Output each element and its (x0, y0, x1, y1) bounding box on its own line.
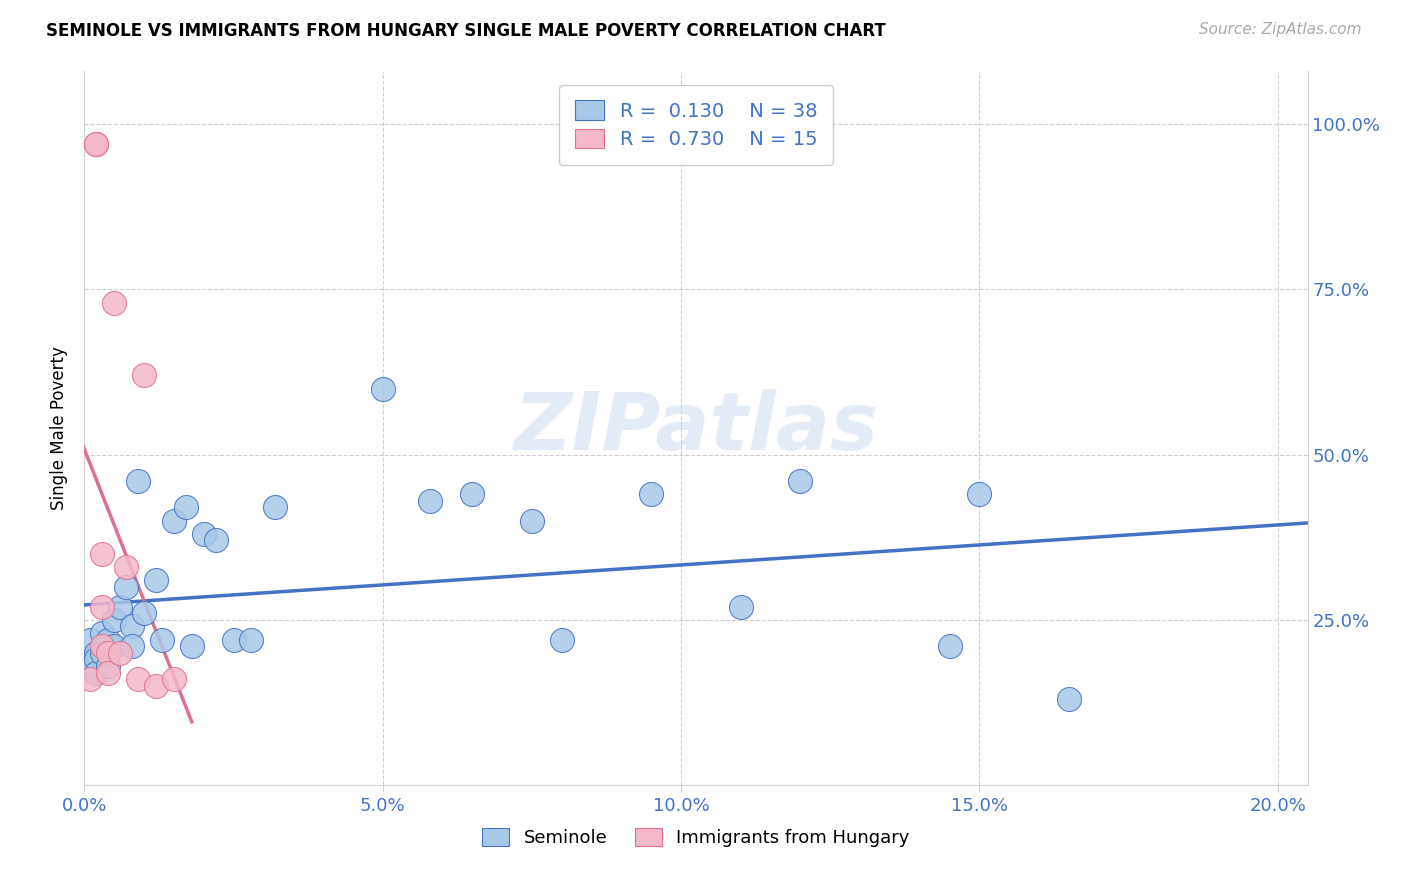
Point (91, 646, 114, 660)
Point (150, 632, 173, 647)
Point (127, 672, 149, 686)
Point (222, 632, 245, 647)
Point (145, 679, 167, 693)
Point (264, 500, 287, 515)
Point (103, 639, 125, 653)
Point (121, 639, 143, 653)
Point (520, 514, 543, 528)
Point (79, 632, 101, 647)
Point (115, 560, 138, 574)
Point (1057, 692, 1080, 706)
Point (91, 639, 114, 653)
Point (91, 599, 114, 614)
Text: Source: ZipAtlas.com: Source: ZipAtlas.com (1198, 22, 1361, 37)
Point (938, 639, 960, 653)
Point (163, 672, 186, 686)
Point (103, 295, 125, 310)
Point (97, 665, 120, 680)
Point (240, 632, 263, 647)
Point (91, 547, 114, 561)
Point (371, 382, 394, 396)
Point (132, 368, 155, 383)
Point (84, 652, 107, 666)
Point (84, 136, 107, 151)
Point (132, 606, 155, 620)
Point (174, 500, 197, 515)
Point (97, 659, 120, 673)
Point (789, 474, 811, 488)
Text: ZIPatlas: ZIPatlas (513, 389, 879, 467)
Point (97, 646, 120, 660)
Point (84, 665, 107, 680)
Point (84, 136, 107, 151)
Point (163, 514, 186, 528)
Point (730, 599, 752, 614)
Point (145, 573, 167, 587)
Legend: Seminole, Immigrants from Hungary: Seminole, Immigrants from Hungary (475, 821, 917, 855)
Point (108, 646, 131, 660)
Point (108, 599, 131, 614)
Point (461, 487, 484, 501)
Point (91, 626, 114, 640)
Point (127, 474, 149, 488)
Point (84, 646, 107, 660)
Text: SEMINOLE VS IMMIGRANTS FROM HUNGARY SINGLE MALE POVERTY CORRELATION CHART: SEMINOLE VS IMMIGRANTS FROM HUNGARY SING… (46, 22, 886, 40)
Point (419, 493, 441, 508)
Point (97, 632, 120, 647)
Point (115, 580, 138, 594)
Point (204, 533, 226, 548)
Y-axis label: Single Male Poverty: Single Male Poverty (51, 346, 69, 510)
Point (103, 613, 125, 627)
Point (79, 659, 101, 673)
Point (121, 619, 143, 633)
Point (193, 527, 215, 541)
Point (180, 639, 202, 653)
Point (79, 672, 101, 686)
Point (969, 487, 991, 501)
Point (640, 487, 662, 501)
Point (551, 632, 574, 647)
